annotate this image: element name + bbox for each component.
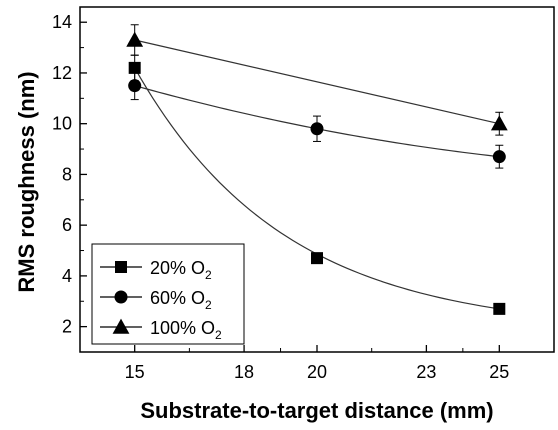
legend-label-subscript: 2 [215,328,222,342]
point-square [128,61,141,74]
point-triangle [490,115,508,131]
legend-marker-triangle [112,318,130,334]
point-square [311,252,323,265]
x-tick-label: 25 [489,362,509,382]
x-tick-label: 15 [125,362,145,382]
legend-marker-circle [114,290,128,304]
legend-label-main: 20% O [150,258,205,278]
y-tick-label: 12 [52,63,72,83]
y-tick-label: 2 [62,317,72,337]
legend-label-subscript: 2 [205,298,212,312]
legend-label: 60% O2 [150,288,212,312]
point-triangle [126,31,144,47]
point-circle [492,150,506,164]
point-circle [128,79,142,93]
legend-label: 100% O2 [150,318,222,342]
legend-label-main: 60% O [150,288,205,308]
y-axis-ticks: 2 4 6 8 10 12 14 [52,12,87,353]
x-tick-label: 23 [416,362,436,382]
y-tick-label: 14 [52,12,72,32]
legend-label: 20% O2 [150,258,212,282]
y-tick-label: 4 [62,266,72,286]
legend-label-main: 100% O [150,318,215,338]
legend-marker-square [115,261,127,273]
y-tick-label: 8 [62,164,72,184]
x-axis-label: Substrate-to-target distance (mm) [140,398,493,423]
data-points [126,31,508,315]
y-axis-label: RMS roughness (nm) [14,71,39,292]
y-tick-label: 10 [52,114,72,134]
y-tick-label: 6 [62,215,72,235]
legend-label-subscript: 2 [205,268,212,282]
point-square [493,302,506,315]
x-axis-ticks: 15 18 20 23 25 [125,345,509,382]
x-tick-label: 18 [234,362,254,382]
point-circle [310,122,324,136]
fit-curve-triangle [134,39,500,125]
x-tick-label: 20 [307,362,327,382]
